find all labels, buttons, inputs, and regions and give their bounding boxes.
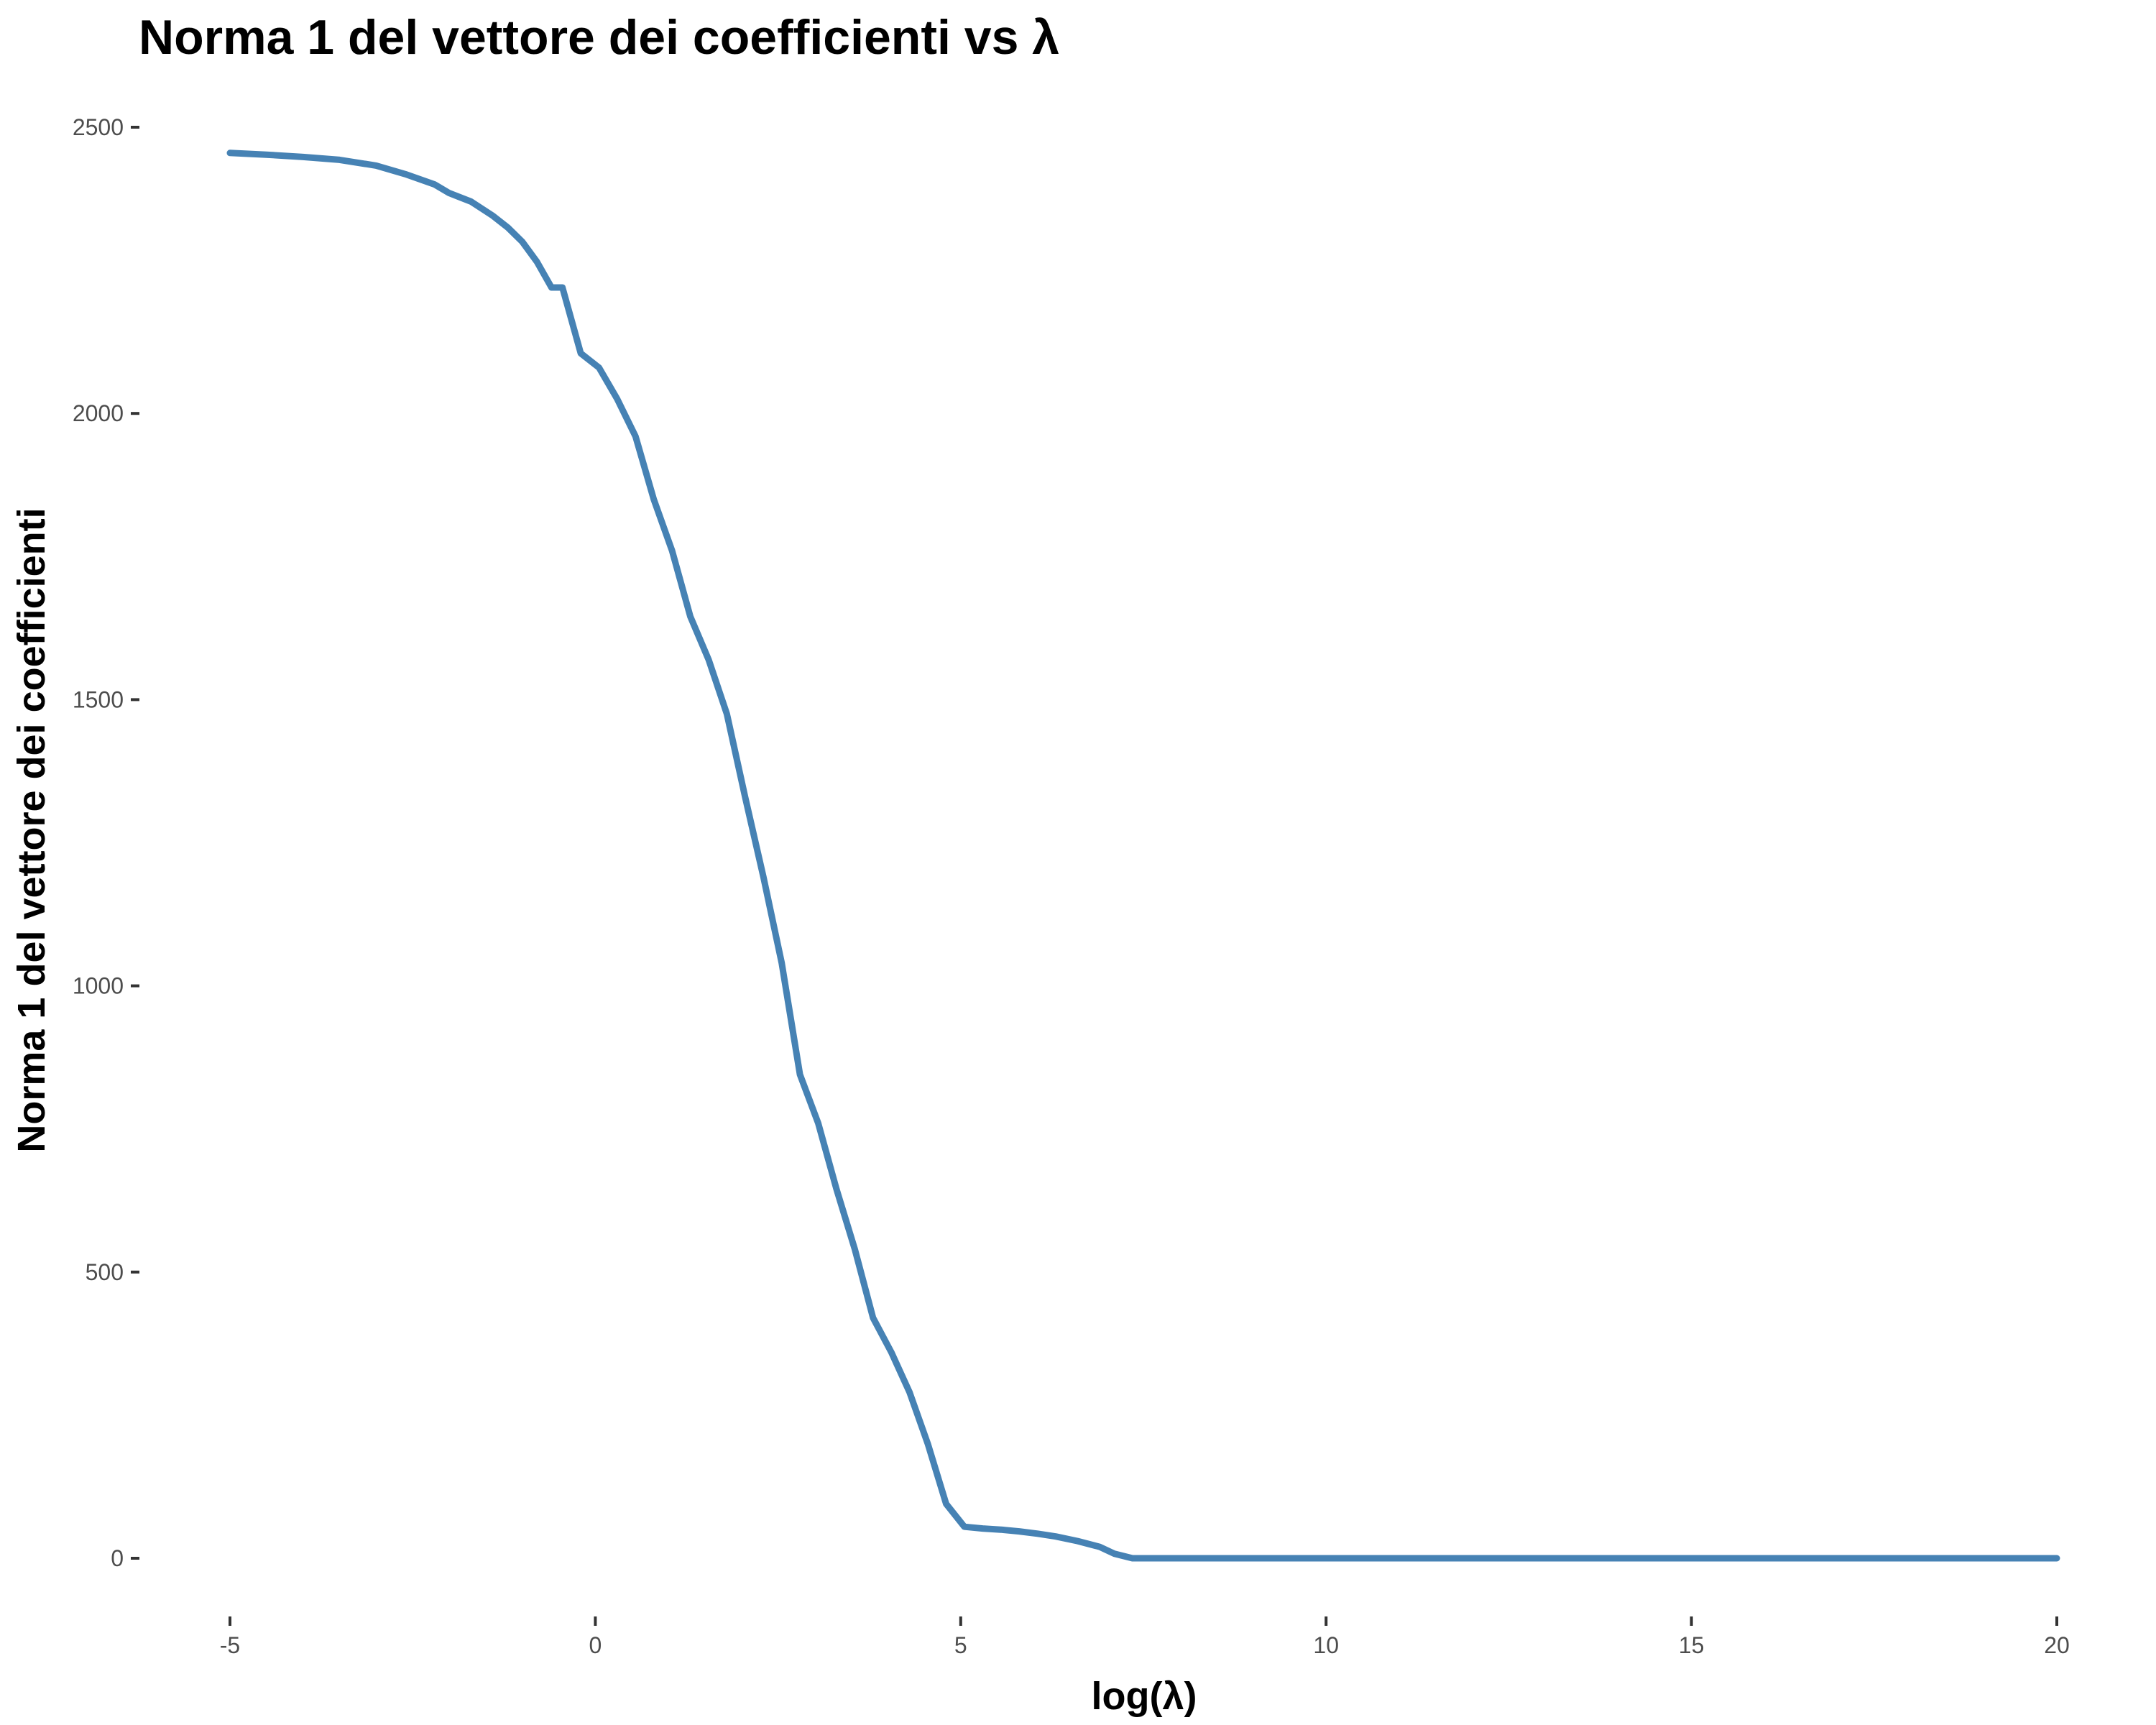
y-tick-label: 0 bbox=[111, 1545, 124, 1571]
y-axis-label: Norma 1 del vettore dei coefficienti bbox=[10, 507, 53, 1152]
y-tick-label: 2000 bbox=[73, 400, 124, 426]
y-tick-label: 1500 bbox=[73, 686, 124, 712]
x-tick-label: 20 bbox=[2044, 1632, 2070, 1658]
x-tick-label: 0 bbox=[589, 1632, 602, 1658]
y-axis: 0 500 1000 1500 2000 2500 bbox=[73, 114, 139, 1571]
y-tick-label: 1000 bbox=[73, 973, 124, 999]
x-tick-label: 10 bbox=[1313, 1632, 1339, 1658]
y-tick-label: 500 bbox=[86, 1259, 124, 1285]
chart-title: Norma 1 del vettore dei coefficienti vs … bbox=[139, 10, 1059, 65]
x-tick-label: -5 bbox=[220, 1632, 240, 1658]
series-line bbox=[226, 150, 2060, 1562]
x-axis-label: log(λ) bbox=[1092, 1675, 1197, 1718]
y-tick-label: 2500 bbox=[73, 114, 124, 140]
x-tick-label: 5 bbox=[954, 1632, 967, 1658]
x-axis: -5 0 5 10 15 20 bbox=[220, 1616, 2070, 1658]
x-tick-label: 15 bbox=[1679, 1632, 1705, 1658]
